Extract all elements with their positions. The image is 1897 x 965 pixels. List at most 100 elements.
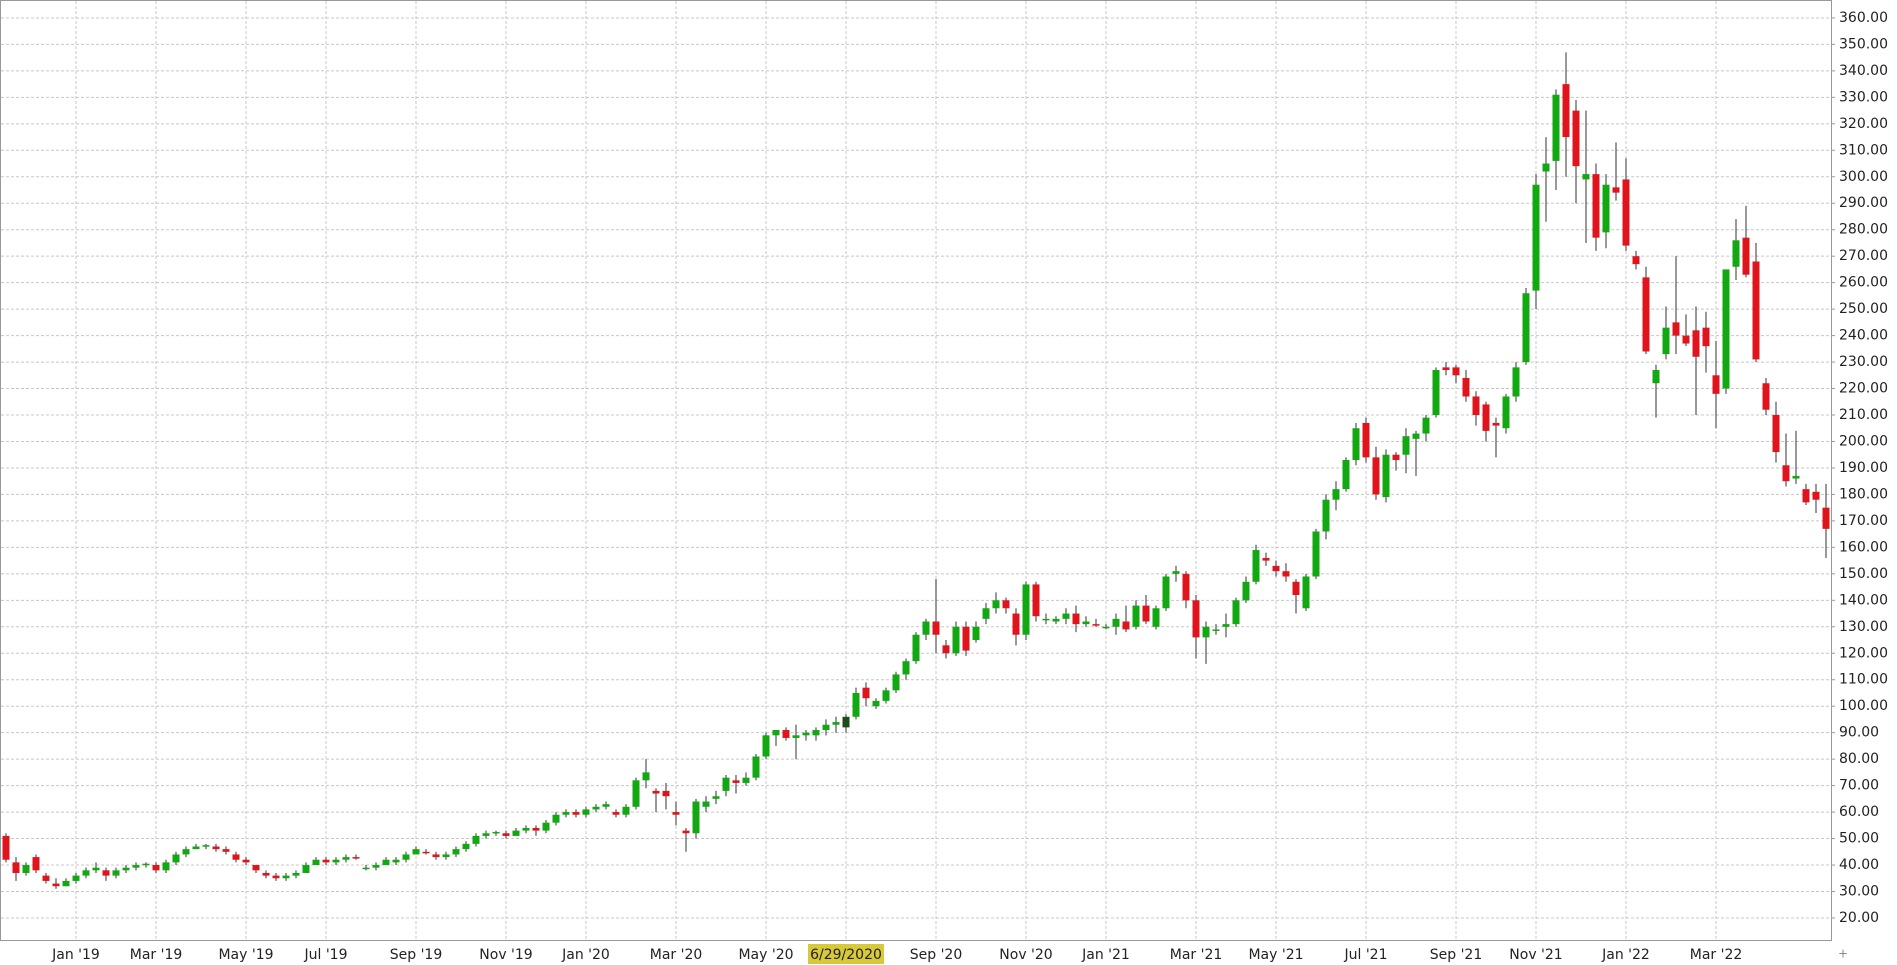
candle-body xyxy=(42,875,50,881)
y-tick-label: 150.00 xyxy=(1839,566,1888,582)
candle-body xyxy=(1402,436,1410,455)
y-tick-label: 220.00 xyxy=(1839,381,1888,397)
candle-body xyxy=(1712,375,1720,394)
candle-body xyxy=(1572,110,1580,167)
candle-body xyxy=(1112,618,1120,627)
candle-body xyxy=(162,862,170,871)
y-tick-label: 350.00 xyxy=(1839,36,1888,52)
candle-body xyxy=(512,830,520,836)
candle-body xyxy=(482,833,490,836)
x-tick-label: Nov '20 xyxy=(999,947,1052,963)
candle-body xyxy=(72,875,80,881)
candle-body xyxy=(972,626,980,641)
y-tick-label: 240.00 xyxy=(1839,328,1888,344)
candle-body xyxy=(112,870,120,876)
candle-body xyxy=(742,777,750,783)
candle-body xyxy=(1362,422,1370,458)
candle-body xyxy=(1012,613,1020,635)
candle-body xyxy=(342,857,350,860)
candle-body xyxy=(1702,327,1710,347)
x-tick-label: Jan '19 xyxy=(51,947,100,963)
y-tick-label: 160.00 xyxy=(1839,539,1888,555)
candle-body xyxy=(562,812,570,815)
y-tick-label: 60.00 xyxy=(1839,804,1879,820)
candle-body xyxy=(1002,600,1010,609)
x-tick-label: Nov '19 xyxy=(479,947,532,963)
candle-body xyxy=(1252,550,1260,582)
candle-body xyxy=(1432,370,1440,416)
x-tick-label: May '19 xyxy=(218,947,273,963)
y-tick-label: 20.00 xyxy=(1839,910,1879,926)
candle-body xyxy=(1312,531,1320,577)
candle-body xyxy=(1652,370,1660,384)
y-tick-label: 210.00 xyxy=(1839,407,1888,423)
candle-body xyxy=(392,859,400,863)
candle-body xyxy=(292,872,300,876)
y-tick-label: 190.00 xyxy=(1839,460,1888,476)
candle-body xyxy=(92,867,100,871)
x-tick-label: Jul '19 xyxy=(303,947,347,963)
candle-body xyxy=(602,804,610,807)
candle-body xyxy=(1802,489,1810,503)
candle-body xyxy=(662,790,670,797)
candle-body xyxy=(462,843,470,850)
candle-body xyxy=(1482,404,1490,431)
candle-body xyxy=(1072,613,1080,625)
x-tick-label: Sep '19 xyxy=(390,947,443,963)
candle-body xyxy=(362,867,370,870)
candle-body xyxy=(1732,240,1740,267)
y-tick-label: 330.00 xyxy=(1839,89,1888,105)
candle-body xyxy=(812,730,820,736)
candle-body xyxy=(712,796,720,799)
candle-body xyxy=(1442,367,1450,371)
candle-body xyxy=(1762,383,1770,410)
candle-body xyxy=(272,875,280,879)
candle-body xyxy=(1422,417,1430,434)
candle-body xyxy=(122,867,130,871)
candle-body xyxy=(1542,163,1550,172)
candle-body xyxy=(302,865,310,873)
y-tick-label: 300.00 xyxy=(1839,169,1888,185)
candle-body xyxy=(82,870,90,876)
candle-body xyxy=(1492,422,1500,426)
candle-body xyxy=(62,880,70,887)
y-tick-label: 80.00 xyxy=(1839,751,1879,767)
x-tick-label: May '20 xyxy=(738,947,793,963)
candle-body xyxy=(1532,184,1540,291)
candle-body xyxy=(1342,460,1350,490)
candle-body xyxy=(592,806,600,810)
candle-body xyxy=(632,780,640,807)
candle-body xyxy=(1682,335,1690,344)
candle-body xyxy=(1272,565,1280,572)
x-tick-label: Jan '20 xyxy=(561,947,610,963)
candle-body xyxy=(792,735,800,738)
x-tick-label: Jan '22 xyxy=(1601,947,1650,963)
candle-body xyxy=(152,865,160,871)
x-tick-label: Jan '21 xyxy=(1081,947,1130,963)
candle-body xyxy=(1322,499,1330,532)
candle-body xyxy=(1162,576,1170,609)
candle-body xyxy=(1202,626,1210,638)
candle-body xyxy=(1822,507,1830,529)
candle-body xyxy=(762,735,770,757)
y-tick-label: 280.00 xyxy=(1839,222,1888,238)
y-tick-label: 120.00 xyxy=(1839,645,1888,661)
y-tick-label: 320.00 xyxy=(1839,116,1888,132)
candle-body xyxy=(1392,454,1400,461)
candle-body xyxy=(522,827,530,831)
candle-body xyxy=(542,822,550,831)
candle-body xyxy=(862,687,870,699)
candle-body xyxy=(892,674,900,691)
x-tick-label: Mar '22 xyxy=(1690,947,1743,963)
candle-body xyxy=(722,777,730,791)
candle-body xyxy=(422,851,430,854)
candle-body xyxy=(282,875,290,879)
candle-body xyxy=(1622,179,1630,246)
y-tick-label: 50.00 xyxy=(1839,831,1879,847)
candle-body xyxy=(102,870,110,876)
candle-body xyxy=(1032,584,1040,617)
candle-body xyxy=(1472,396,1480,416)
candles xyxy=(2,52,1830,889)
x-tick-label: Sep '20 xyxy=(910,947,963,963)
candle-body xyxy=(1352,428,1360,461)
